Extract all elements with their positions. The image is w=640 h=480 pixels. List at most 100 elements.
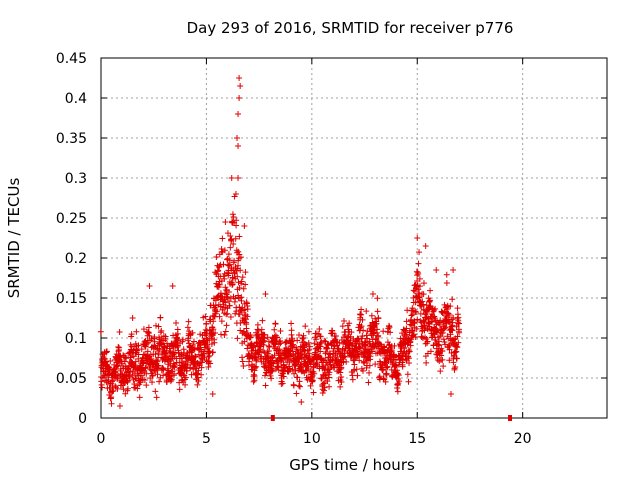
data-point xyxy=(165,369,172,376)
data-point xyxy=(158,341,165,348)
data-point xyxy=(244,345,251,352)
data-point xyxy=(176,386,183,393)
data-point xyxy=(412,308,419,315)
data-point xyxy=(156,346,163,353)
data-point xyxy=(449,296,456,303)
data-point xyxy=(374,295,381,302)
y-tick-label: 0.15 xyxy=(56,291,87,307)
data-point xyxy=(154,365,161,372)
data-point xyxy=(260,341,267,348)
data-point xyxy=(242,281,249,288)
data-point xyxy=(287,353,294,360)
data-point xyxy=(299,335,306,342)
data-point xyxy=(136,394,143,401)
data-point xyxy=(437,368,444,375)
data-point xyxy=(393,362,400,369)
data-point xyxy=(226,302,233,309)
data-point xyxy=(106,364,113,371)
data-point xyxy=(253,363,260,370)
data-point xyxy=(374,326,381,333)
data-point xyxy=(356,344,363,351)
data-point xyxy=(447,303,454,310)
data-point xyxy=(446,357,453,364)
data-point xyxy=(209,391,216,397)
data-point xyxy=(238,297,245,304)
data-point xyxy=(313,336,320,343)
data-point xyxy=(226,261,233,268)
data-point xyxy=(324,378,331,385)
data-point xyxy=(358,311,365,318)
data-point xyxy=(195,377,202,384)
data-point xyxy=(392,363,399,370)
data-point xyxy=(122,354,129,361)
data-point xyxy=(253,358,260,365)
data-point xyxy=(256,335,263,342)
data-point xyxy=(155,323,162,330)
data-point xyxy=(97,328,104,335)
x-axis-label: GPS time / hours xyxy=(289,456,415,474)
zero-point xyxy=(508,415,513,421)
data-point xyxy=(282,364,289,371)
data-point xyxy=(394,388,401,395)
data-point xyxy=(233,308,240,315)
data-point xyxy=(216,263,223,270)
data-point xyxy=(204,343,211,350)
data-points xyxy=(97,75,513,421)
data-point xyxy=(151,338,158,345)
data-point xyxy=(317,333,324,340)
data-point xyxy=(189,329,196,336)
data-point xyxy=(229,281,236,288)
data-point xyxy=(369,348,376,355)
data-point xyxy=(291,370,298,377)
data-point xyxy=(366,349,373,356)
data-point xyxy=(134,385,141,392)
data-point xyxy=(369,291,376,297)
data-point xyxy=(114,362,121,369)
data-point xyxy=(375,315,382,322)
data-point xyxy=(244,306,251,313)
data-point xyxy=(237,254,244,261)
data-point xyxy=(194,374,201,381)
data-point xyxy=(215,267,222,274)
data-point xyxy=(305,328,312,335)
data-point xyxy=(289,335,296,342)
data-point xyxy=(420,291,427,298)
data-point xyxy=(194,381,201,388)
data-point xyxy=(420,318,427,325)
data-point xyxy=(416,283,423,290)
data-point xyxy=(155,362,162,369)
data-point xyxy=(218,318,225,325)
data-point xyxy=(218,331,225,338)
data-point xyxy=(140,359,147,366)
data-point xyxy=(230,241,237,248)
data-point xyxy=(318,339,325,346)
data-point xyxy=(399,363,406,370)
data-point xyxy=(187,365,194,372)
data-point xyxy=(108,400,115,407)
data-point xyxy=(236,284,243,291)
y-tick-label: 0.2 xyxy=(65,251,87,267)
data-point xyxy=(138,372,145,379)
data-point xyxy=(244,313,251,320)
data-point xyxy=(224,310,231,317)
data-point xyxy=(223,293,230,300)
data-point xyxy=(212,329,219,336)
data-point xyxy=(428,318,435,325)
data-point xyxy=(135,351,142,358)
data-point xyxy=(262,291,269,297)
data-point xyxy=(427,297,434,304)
data-point xyxy=(124,385,131,392)
data-point xyxy=(158,327,165,334)
data-point xyxy=(318,358,325,365)
data-point xyxy=(238,278,245,285)
data-point xyxy=(383,364,390,371)
data-point xyxy=(366,369,373,376)
data-point xyxy=(446,312,453,319)
data-point xyxy=(448,316,455,323)
data-point xyxy=(337,383,344,390)
data-point xyxy=(349,376,356,383)
data-point xyxy=(374,308,381,315)
axes xyxy=(100,57,608,419)
data-point xyxy=(175,350,182,357)
data-point xyxy=(370,330,377,337)
